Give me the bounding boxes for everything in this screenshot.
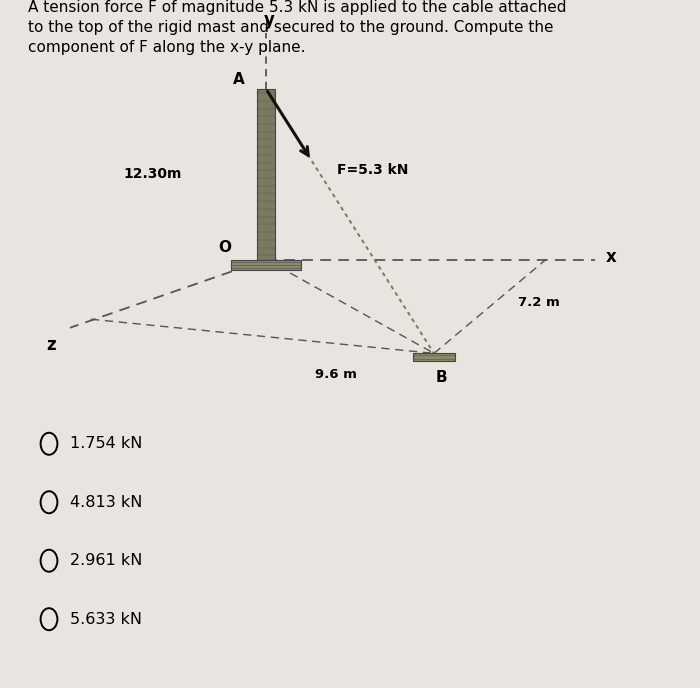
Text: x: x — [606, 248, 616, 266]
Polygon shape — [258, 89, 274, 259]
Text: 1.754 kN: 1.754 kN — [70, 436, 142, 451]
Text: 9.6 m: 9.6 m — [315, 368, 357, 381]
Text: F=5.3 kN: F=5.3 kN — [337, 163, 408, 178]
Text: 5.633 kN: 5.633 kN — [70, 612, 142, 627]
Text: O: O — [218, 240, 231, 255]
Text: B: B — [435, 370, 447, 385]
Text: 12.30m: 12.30m — [124, 167, 182, 181]
Polygon shape — [413, 354, 455, 361]
Text: 4.813 kN: 4.813 kN — [70, 495, 142, 510]
Text: y: y — [264, 11, 275, 29]
Text: 2.961 kN: 2.961 kN — [70, 553, 142, 568]
Text: 7.2 m: 7.2 m — [518, 296, 560, 309]
Polygon shape — [231, 259, 301, 270]
Text: A: A — [233, 72, 245, 87]
Text: z: z — [46, 336, 56, 354]
Text: A tension force F of magnitude 5.3 kN is applied to the cable attached
to the to: A tension force F of magnitude 5.3 kN is… — [28, 0, 566, 54]
